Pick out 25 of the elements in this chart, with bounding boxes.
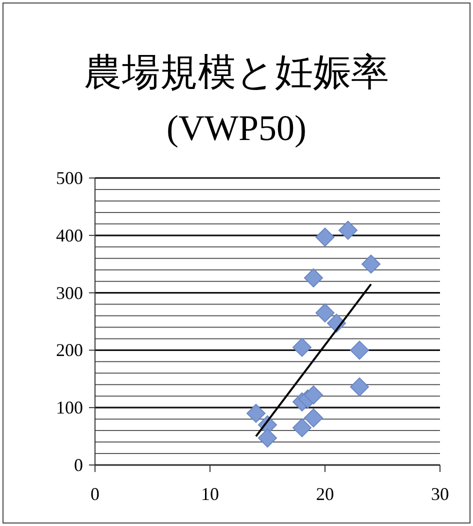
y-tick-label: 0 <box>74 455 83 475</box>
point <box>362 254 380 274</box>
point <box>292 418 312 438</box>
point <box>316 303 334 322</box>
point <box>258 428 277 448</box>
point <box>292 338 312 357</box>
point <box>350 340 369 360</box>
y-tick-label: 300 <box>56 282 83 303</box>
chart-title: 農場規模と妊娠率 <box>84 52 389 94</box>
x-tick-label: 20 <box>316 484 334 504</box>
point <box>304 408 323 428</box>
point <box>350 377 369 396</box>
y-tick-label: 500 <box>56 168 83 188</box>
point <box>246 404 266 423</box>
y-tick-label: 400 <box>56 225 83 246</box>
chart-subtitle: (VWP50) <box>166 108 306 148</box>
point <box>316 228 334 247</box>
x-tick-label: 0 <box>90 484 100 504</box>
x-tick-label: 10 <box>201 484 219 504</box>
point <box>304 268 323 288</box>
point <box>338 220 358 240</box>
y-tick-label: 200 <box>56 340 83 360</box>
point <box>304 385 323 404</box>
y-tick-label: 100 <box>56 398 83 418</box>
x-tick-label: 30 <box>431 484 449 504</box>
